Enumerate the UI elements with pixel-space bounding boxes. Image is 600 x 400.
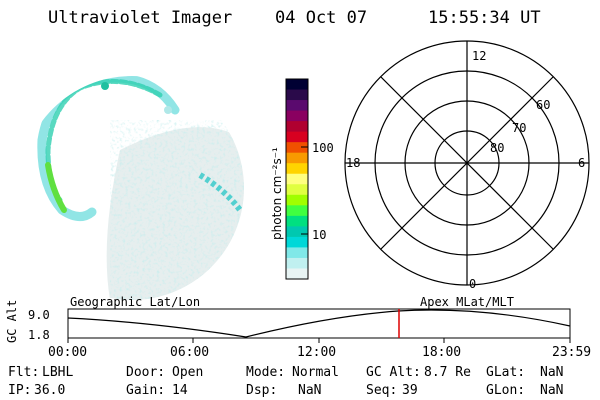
colorbar-segment [286, 236, 308, 249]
lat-label-60: 60 [536, 98, 551, 112]
colorbar-segment [286, 79, 308, 91]
gcalt-value: 8.7 Re [424, 365, 471, 380]
gcalt-label: GC Alt: [366, 365, 421, 380]
colorbar-tick-10: 10 [312, 228, 327, 242]
colorbar-segment [286, 226, 308, 238]
colorbar-segment [286, 205, 308, 217]
timeline-x-tick-0: 00:00 [48, 345, 88, 360]
mode-value: Normal [292, 365, 339, 380]
timeline-right-label: Apex MLat/MLT [420, 295, 514, 309]
mlt-label-6: 6 [578, 156, 586, 170]
gain-label: Gain: [126, 383, 166, 398]
colorbar-segment [286, 194, 308, 206]
colorbar-segment [286, 257, 308, 270]
colorbar-segment [286, 110, 308, 122]
door-value: Open [172, 365, 204, 380]
flt-label: Flt: [8, 365, 40, 380]
colorbar-segment [286, 215, 308, 227]
timeline-x-tick-4: 23:59 [552, 345, 592, 360]
colorbar-segment [286, 89, 308, 101]
colorbar-segment [286, 152, 308, 164]
time-label: 15:55:34 UT [428, 8, 541, 28]
timeline-y-tick-top: 9.0 [28, 308, 50, 322]
glon-value: NaN [540, 383, 564, 398]
colorbar-segment [286, 142, 308, 154]
mlt-label-0: 0 [469, 277, 477, 291]
ip-label: IP: [8, 383, 32, 398]
colorbar-segment [286, 173, 308, 185]
colorbar-tick-100: 100 [312, 141, 334, 155]
mode-label: Mode: [246, 365, 286, 380]
timeline-x-tick-3: 18:00 [422, 345, 462, 360]
gain-value: 14 [172, 383, 188, 398]
colorbar-segment [286, 163, 308, 175]
mlt-label-18: 18 [346, 156, 361, 170]
timeline-left-label: Geographic Lat/Lon [70, 295, 201, 309]
colorbar-segment [286, 100, 308, 112]
seq-label: Seq: [366, 383, 398, 398]
timeline-y-tick-bottom: 1.8 [28, 328, 50, 342]
lat-label-70: 70 [512, 121, 527, 135]
glon-label: GLon: [486, 383, 526, 398]
date-label: 04 Oct 07 [275, 8, 368, 28]
glat-label: GLat: [486, 365, 526, 380]
dsp-value: NaN [298, 383, 322, 398]
colorbar-segment [286, 268, 308, 280]
instrument-title: Ultraviolet Imager [48, 8, 233, 28]
seq-value: 39 [402, 383, 418, 398]
mlt-label-12: 12 [472, 49, 487, 63]
glat-value: NaN [540, 365, 564, 380]
timeline-x-tick-1: 06:00 [170, 345, 210, 360]
ip-value: 36.0 [34, 383, 66, 398]
colorbar-segment [286, 131, 308, 143]
dsp-label: Dsp: [246, 383, 278, 398]
door-label: Door: [126, 365, 166, 380]
colorbar-segment [286, 121, 308, 133]
flt-value: LBHL [42, 365, 74, 380]
timeline-x-tick-2: 12:00 [297, 345, 337, 360]
colorbar-segment [286, 184, 308, 196]
lat-label-80: 80 [490, 141, 505, 155]
colorbar-segment [286, 247, 308, 259]
